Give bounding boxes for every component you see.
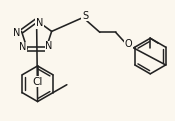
Text: N: N [13,28,20,38]
Text: Cl: Cl [32,77,43,87]
Text: N: N [19,42,26,52]
Text: N: N [45,41,52,51]
Text: S: S [82,11,88,21]
Text: N: N [36,18,43,28]
Text: O: O [125,39,132,49]
